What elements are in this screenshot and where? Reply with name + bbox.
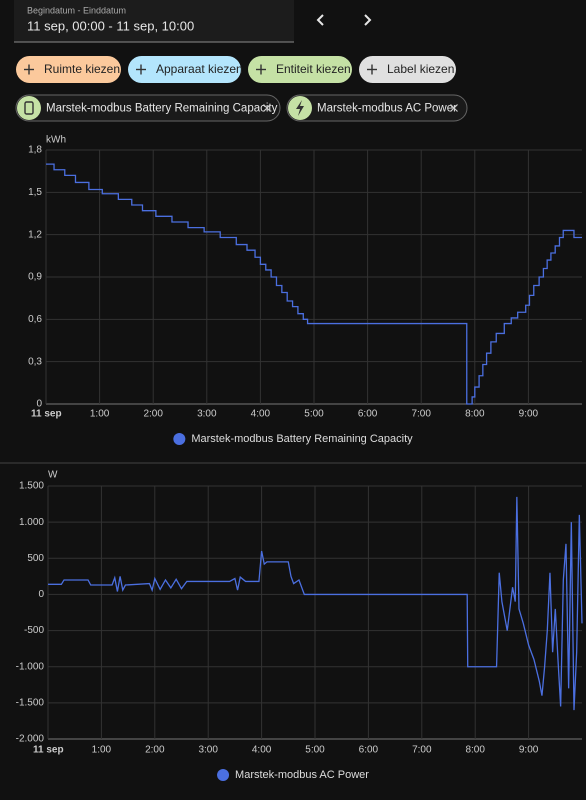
filter-label: Ruimte kiezen bbox=[44, 62, 120, 76]
date-label: Begindatum - Einddatum bbox=[27, 5, 126, 15]
filter-chip[interactable] bbox=[128, 56, 241, 83]
legend-label: Marstek-modbus AC Power bbox=[235, 769, 369, 781]
x-tick-label: 3:00 bbox=[197, 409, 217, 420]
y-tick-label: 0,6 bbox=[28, 314, 42, 325]
filter-label: Label kiezen bbox=[387, 62, 454, 76]
x-tick-label: 1:00 bbox=[90, 409, 110, 420]
y-axis-label: W bbox=[48, 470, 58, 481]
x-tick-label: 9:00 bbox=[519, 409, 539, 420]
y-tick-label: 500 bbox=[27, 553, 44, 564]
y-tick-label: 0 bbox=[38, 589, 44, 600]
date-picker[interactable] bbox=[14, 0, 294, 42]
x-tick-label: 6:00 bbox=[358, 409, 378, 420]
x-tick-label: 5:00 bbox=[305, 745, 325, 756]
x-tick-label: 4:00 bbox=[251, 409, 271, 420]
y-tick-label: -500 bbox=[24, 625, 44, 636]
y-tick-label: 0,9 bbox=[28, 272, 42, 283]
filter-label: Entiteit kiezen bbox=[276, 62, 351, 76]
x-tick-label: 7:00 bbox=[411, 409, 431, 420]
x-tick-label: 8:00 bbox=[465, 409, 485, 420]
x-tick-label: 1:00 bbox=[92, 745, 112, 756]
legend-swatch[interactable] bbox=[217, 769, 230, 781]
next-arrow[interactable] bbox=[364, 14, 372, 26]
bolt-glyph bbox=[296, 100, 304, 116]
x-tick-label: 6:00 bbox=[359, 745, 379, 756]
y-tick-label: -1.500 bbox=[16, 697, 45, 708]
y-tick-label: 1,8 bbox=[28, 145, 42, 156]
entity-icon bbox=[17, 96, 41, 120]
date-value: 11 sep, 00:00 - 11 sep, 10:00 bbox=[27, 18, 194, 33]
prev-arrow[interactable] bbox=[316, 14, 324, 26]
x-tick-label: 7:00 bbox=[412, 745, 432, 756]
entity-chip[interactable] bbox=[15, 94, 281, 122]
legend-swatch[interactable] bbox=[173, 433, 186, 445]
remove-icon[interactable] bbox=[450, 104, 458, 112]
x-tick-label: 3:00 bbox=[198, 745, 218, 756]
y-tick-label: 1,5 bbox=[28, 187, 42, 198]
filter-chip[interactable] bbox=[359, 56, 456, 83]
filter-chip[interactable] bbox=[16, 56, 121, 83]
x-tick-label: 11 sep bbox=[31, 409, 62, 420]
data-line bbox=[48, 496, 583, 711]
x-tick-label: 2:00 bbox=[143, 409, 163, 420]
remove-icon[interactable] bbox=[263, 104, 271, 112]
x-tick-label: 5:00 bbox=[304, 409, 324, 420]
y-tick-label: 0,3 bbox=[28, 356, 42, 367]
battery-glyph bbox=[24, 101, 34, 115]
filter-label: Apparaat kiezen bbox=[156, 62, 243, 76]
data-line bbox=[46, 163, 582, 405]
legend-label: Marstek-modbus Battery Remaining Capacit… bbox=[191, 433, 413, 445]
x-tick-label: 9:00 bbox=[519, 745, 539, 756]
x-tick-label: 8:00 bbox=[465, 745, 485, 756]
y-axis-label: kWh bbox=[46, 135, 66, 146]
entity-chip[interactable] bbox=[286, 94, 468, 122]
x-tick-label: 4:00 bbox=[252, 745, 272, 756]
y-tick-label: -1.000 bbox=[16, 661, 45, 672]
y-tick-label: 1,2 bbox=[28, 229, 42, 240]
x-tick-label: 2:00 bbox=[145, 745, 165, 756]
y-tick-label: -2.000 bbox=[16, 734, 45, 745]
y-tick-label: 1.500 bbox=[19, 481, 44, 492]
filter-chip[interactable] bbox=[248, 56, 352, 83]
y-tick-label: 0 bbox=[36, 399, 42, 410]
entity-label: Marstek-modbus AC Power bbox=[317, 103, 457, 115]
entity-label: Marstek-modbus Battery Remaining Capacit… bbox=[46, 103, 278, 115]
y-tick-label: 1.000 bbox=[19, 517, 44, 528]
x-tick-label: 11 sep bbox=[33, 745, 64, 756]
